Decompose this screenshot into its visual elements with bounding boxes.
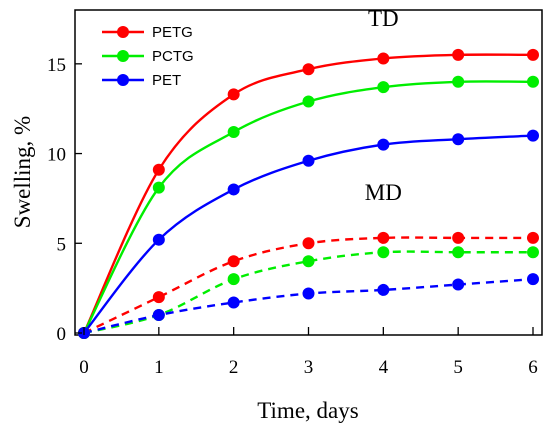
data-point-pctg-td: [452, 75, 465, 88]
x-tick-label: 0: [79, 357, 89, 378]
legend-label-petg: PETG: [152, 24, 193, 41]
data-point-petg-md: [527, 231, 539, 244]
legend-label-pet: PET: [152, 72, 181, 89]
data-point-pctg-td: [302, 95, 315, 108]
data-point-pctg-md: [227, 273, 240, 286]
data-point-petg-td: [227, 88, 240, 101]
legend-marker: [117, 26, 129, 38]
annotation-layer: TD MD: [365, 6, 402, 205]
data-point-pet-td: [152, 233, 165, 246]
y-tick-label: 0: [57, 324, 67, 345]
data-point-pet-td: [302, 154, 315, 167]
data-point-petg-md: [152, 291, 165, 304]
data-point-pctg-md: [302, 255, 315, 268]
data-point-pet-td: [227, 183, 240, 196]
data-point-pet-md: [377, 283, 390, 296]
data-point-pctg-td: [227, 126, 240, 139]
y-axis-title: Swelling, %: [10, 116, 35, 228]
series-layer: [78, 48, 539, 339]
x-tick-label: 1: [154, 357, 164, 378]
data-point-petg-td: [527, 48, 539, 61]
data-point-petg-md: [377, 231, 390, 244]
data-point-pctg-md: [527, 246, 539, 259]
y-tick-label: 15: [47, 55, 66, 76]
data-point-pet-td: [377, 138, 390, 151]
legend-marker: [117, 74, 129, 86]
x-tick-label: 6: [528, 357, 538, 378]
x-tick-label: 5: [453, 357, 463, 378]
ticks-layer: 0 1 2 3 4 5 6 0 5 10 15: [47, 55, 538, 378]
y-tick-label: 10: [47, 145, 66, 166]
data-point-pet-md: [227, 296, 240, 309]
x-axis-title: Time, days: [257, 398, 358, 423]
annotation-td: TD: [368, 6, 399, 31]
data-point-pet-td: [527, 129, 539, 142]
data-point-pet-md: [452, 278, 465, 291]
x-tick-label: 2: [229, 357, 239, 378]
data-point-pctg-td: [152, 181, 165, 194]
data-point-petg-td: [302, 63, 315, 76]
data-point-petg-md: [227, 255, 240, 268]
data-point-petg-td: [152, 163, 165, 176]
data-point-petg-td: [377, 52, 390, 65]
data-point-pet-td: [452, 133, 465, 146]
data-point-pet-md: [527, 273, 539, 286]
data-point-petg-md: [452, 231, 465, 244]
legend-label-pctg: PCTG: [152, 48, 194, 65]
legend-marker: [117, 50, 129, 62]
annotation-md: MD: [365, 180, 402, 205]
series-line-pet-md: [83, 277, 534, 335]
data-point-petg-md: [302, 237, 315, 250]
legend: PETG PCTG PET: [102, 24, 194, 89]
y-tick-label: 5: [57, 234, 67, 255]
data-point-pctg-md: [377, 246, 390, 259]
data-point-petg-td: [452, 48, 465, 61]
x-tick-label: 4: [379, 357, 389, 378]
data-point-pet-md: [152, 309, 165, 322]
x-tick-label: 3: [304, 357, 314, 378]
data-point-pctg-td: [377, 81, 390, 94]
data-point-pctg-td: [527, 75, 539, 88]
plot-frame: [74, 9, 543, 336]
data-point-pet-md: [302, 287, 315, 300]
data-point-pctg-md: [452, 246, 465, 259]
